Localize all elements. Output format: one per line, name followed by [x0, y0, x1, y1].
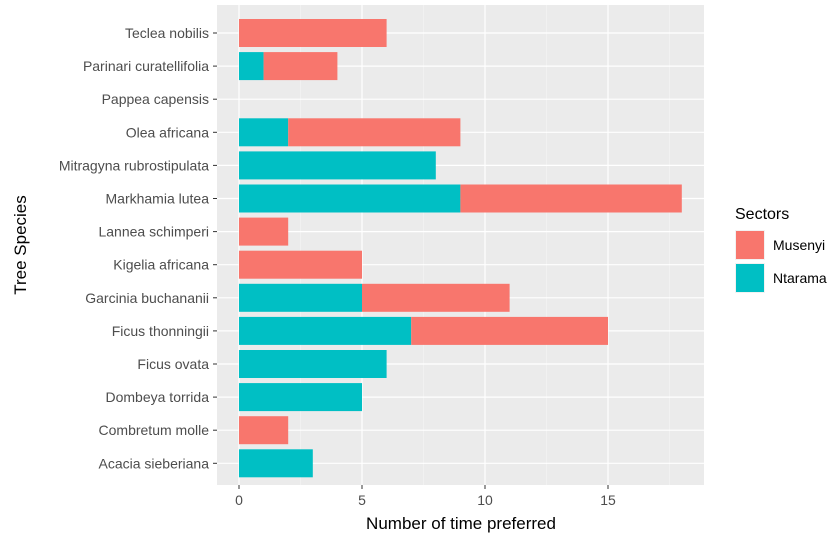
bar-ntarama	[239, 118, 289, 147]
y-tick-label: Markhamia lutea	[106, 191, 210, 207]
y-tick-label: Kigelia africana	[113, 257, 209, 273]
y-tick-label: Pappea capensis	[102, 91, 209, 107]
y-tick-label: Teclea nobilis	[125, 25, 209, 41]
legend-title: Sectors	[735, 206, 789, 223]
y-tick-label: Ficus ovata	[137, 356, 209, 372]
legend-label: Musenyi	[773, 237, 825, 253]
y-tick-label: Combretum molle	[99, 422, 210, 438]
bar-musenyi	[460, 184, 682, 213]
bar-ntarama	[239, 350, 387, 378]
x-axis: 0 5 10 15	[235, 485, 616, 508]
bar-musenyi	[263, 52, 338, 81]
legend: Sectors Musenyi Ntarama	[735, 206, 827, 293]
y-tick-label: Parinari curatellifolia	[83, 58, 209, 74]
x-tick-label: 0	[235, 492, 243, 508]
legend-key-ntarama	[736, 264, 764, 292]
y-axis-title: Tree Species	[11, 195, 30, 295]
bar-musenyi	[239, 217, 289, 246]
x-axis-title: Number of time preferred	[366, 514, 556, 533]
bar-musenyi	[362, 283, 510, 312]
y-tick-label: Olea africana	[126, 124, 209, 140]
bar-ntarama	[239, 151, 436, 180]
legend-key-musenyi	[736, 231, 764, 259]
bar-ntarama	[239, 184, 461, 213]
y-tick-label: Lannea schimperi	[98, 224, 209, 240]
legend-label: Ntarama	[773, 270, 827, 286]
bar-musenyi	[239, 416, 289, 445]
bar-ntarama	[239, 383, 362, 412]
x-tick-label: 15	[600, 492, 616, 508]
bar-ntarama	[239, 283, 362, 312]
bar-ntarama	[239, 52, 264, 81]
bar-musenyi	[411, 316, 608, 345]
bar-musenyi	[239, 250, 362, 279]
bars	[239, 19, 682, 478]
x-tick-label: 5	[358, 492, 366, 508]
bar-musenyi	[288, 118, 461, 147]
y-tick-label: Acacia sieberiana	[98, 455, 209, 471]
bar-musenyi	[239, 19, 387, 47]
bar-ntarama	[239, 449, 313, 478]
y-tick-label: Dombeya torrida	[106, 389, 210, 405]
y-tick-label: Garcinia buchananii	[85, 290, 209, 306]
x-tick-label: 10	[477, 492, 493, 508]
y-tick-label: Ficus thonningii	[112, 323, 209, 339]
bar-ntarama	[239, 316, 412, 345]
y-tick-label: Mitragyna rubrostipulata	[59, 157, 209, 173]
y-axis: Teclea nobilis Parinari curatellifolia Pap…	[59, 25, 217, 471]
